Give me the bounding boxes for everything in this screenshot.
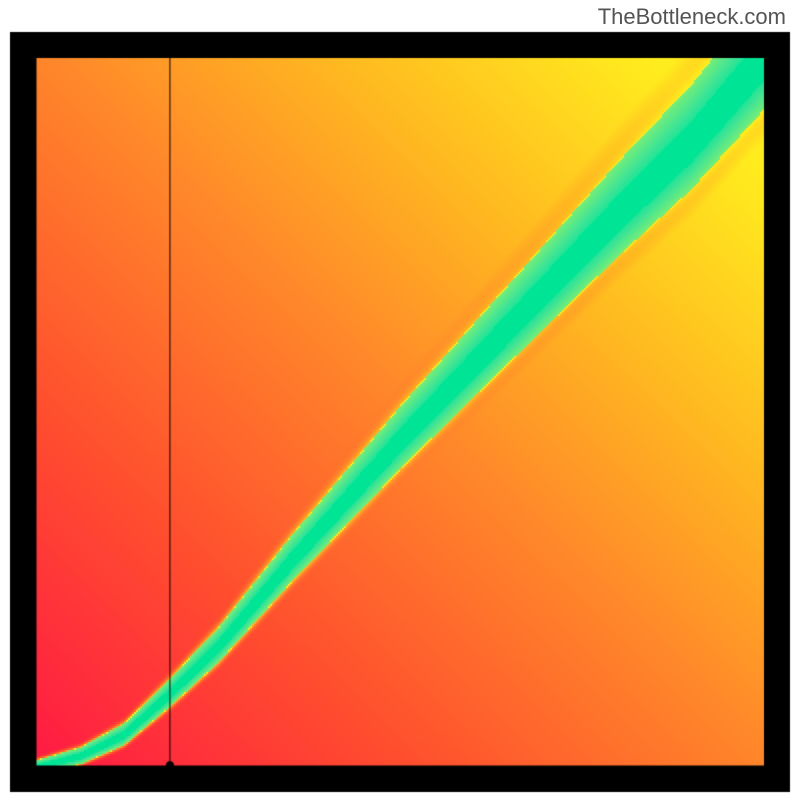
heatmap-canvas [0,0,800,800]
watermark-text: TheBottleneck.com [598,4,786,30]
chart-container: TheBottleneck.com [0,0,800,800]
